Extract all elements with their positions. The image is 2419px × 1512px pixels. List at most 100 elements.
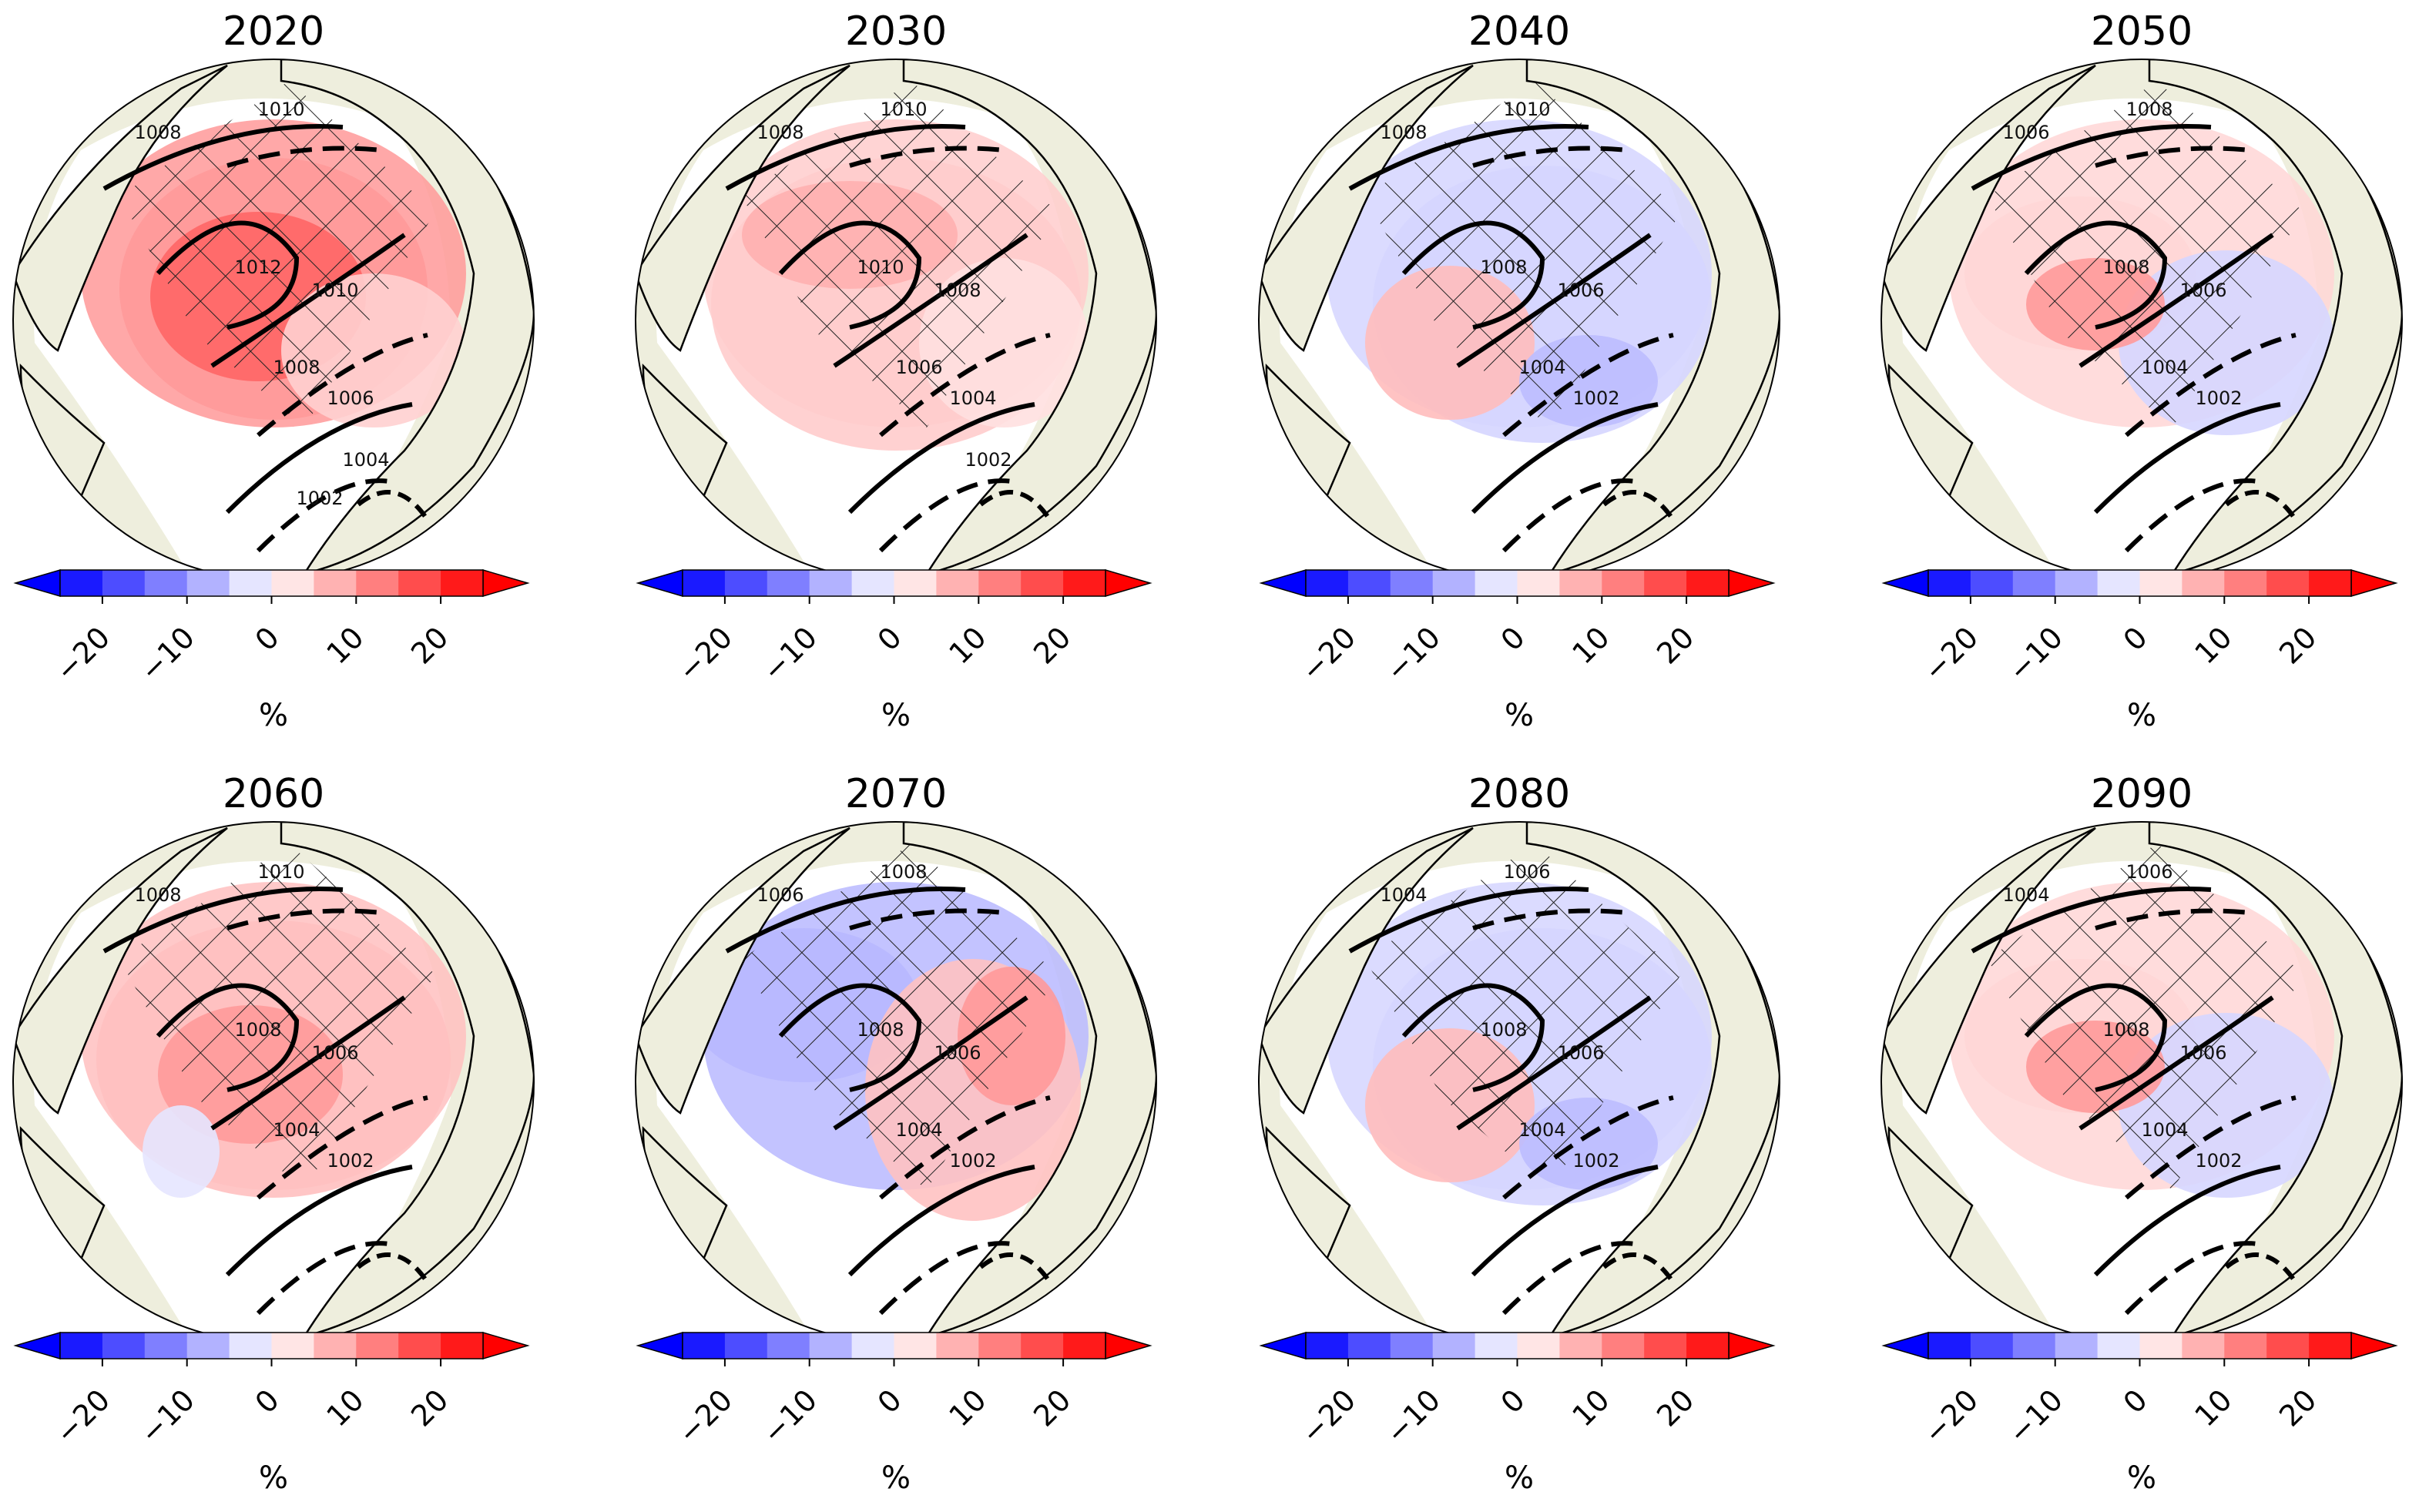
colorbar-segment <box>1347 570 1391 596</box>
panel-title: 2020 <box>223 8 324 55</box>
colorbar-segment <box>1021 570 1064 596</box>
colorbar-tick-label: −10 <box>2001 1383 2069 1450</box>
contour-label: 1008 <box>1480 256 1527 278</box>
colorbar-segment <box>1928 570 1971 596</box>
colorbar-tick-label: −20 <box>1294 620 1362 688</box>
contour-label: 1008 <box>2125 99 2172 120</box>
isobar-contours <box>1971 124 2298 553</box>
colorbar-tick-label: −10 <box>1379 620 1447 688</box>
colorbar-segment <box>1475 570 1518 596</box>
colorbar-segment <box>2012 570 2056 596</box>
significance-hatching <box>742 843 1058 1190</box>
colorbar-tick-label: −20 <box>49 620 116 688</box>
contour-label: 1004 <box>2002 884 2049 906</box>
colorbar-segment <box>1432 570 1476 596</box>
colorbar-tick-label: 10 <box>1565 620 1615 670</box>
colorbar-tick-label: −10 <box>756 1383 824 1450</box>
colorbar-segment <box>809 1333 853 1359</box>
colorbar-extend-min <box>1259 1331 1307 1360</box>
isobar-contours <box>1348 887 1676 1316</box>
colorbar-segment <box>2224 1333 2267 1359</box>
colorbar-unit-label: % <box>2127 1460 2156 1496</box>
colorbar-segment <box>398 570 441 596</box>
contour-label: 1002 <box>1572 1150 1619 1172</box>
colorbar-segment <box>1644 570 1687 596</box>
colorbar-tick-label: 20 <box>1027 1383 1077 1433</box>
colorbar-tick-label: −20 <box>49 1383 116 1450</box>
colorbar-tick-label: 20 <box>1650 620 1700 670</box>
contour-label: 1010 <box>257 861 304 883</box>
contour-label: 1006 <box>2125 861 2172 883</box>
contour-label: 1012 <box>234 256 281 278</box>
colorbar-tick-label: 10 <box>942 1383 992 1433</box>
isobar-contours <box>725 887 1052 1316</box>
colorbar-extend-min <box>636 1331 683 1360</box>
colorbar-tick-label: −10 <box>756 620 824 688</box>
colorbar-segment <box>724 1333 768 1359</box>
colorbar-segment <box>1021 1333 1064 1359</box>
colorbar-segment <box>356 570 399 596</box>
colorbar-segment <box>1928 1333 1971 1359</box>
contour-label: 1008 <box>757 122 804 143</box>
colorbar: −20 −10 0 10 20% <box>13 568 530 733</box>
contour-label: 1002 <box>2195 1150 2242 1172</box>
isobar-contours <box>1348 124 1676 553</box>
significance-hatching <box>119 81 435 427</box>
colorbar: −20 −10 0 10 20% <box>1259 1331 1776 1496</box>
colorbar-segment <box>2139 1333 2182 1359</box>
contour-label: 1006 <box>1557 280 1604 301</box>
colorbar-tick-label: 20 <box>404 1383 455 1433</box>
isobar-contours <box>1971 887 2298 1316</box>
colorbar-tick-label: 20 <box>1650 1383 1700 1433</box>
map-panel: 2090 1004 1006 1008 1006 1004 1002 −20 −10 0 10 20% <box>1881 771 2403 1496</box>
colorbar-tick-label: 10 <box>1565 1383 1615 1433</box>
contour-label: 1006 <box>2002 122 2049 143</box>
contour-label: 1002 <box>949 1150 996 1172</box>
contour-label: 1008 <box>934 280 981 301</box>
colorbar-unit-label: % <box>259 698 288 733</box>
colorbar-tick-label: −20 <box>671 1383 739 1450</box>
colorbar-segment <box>936 570 979 596</box>
colorbar-segment <box>1559 570 1602 596</box>
colorbar-tick-label: 0 <box>249 620 286 657</box>
colorbar: −20 −10 0 10 20% <box>13 1331 530 1496</box>
colorbar-extend-max <box>2350 568 2398 598</box>
contour-label: 1006 <box>895 357 942 378</box>
colorbar-tick-label: 0 <box>1495 1383 1532 1420</box>
colorbar-segment <box>2182 1333 2225 1359</box>
colorbar-segment <box>1306 1333 1349 1359</box>
colorbar-tick-label: 10 <box>320 1383 370 1433</box>
panel-title: 2070 <box>845 771 947 817</box>
colorbar-tick-label: −10 <box>2001 620 2069 688</box>
colorbar-segment <box>2097 1333 2140 1359</box>
isobar-contours <box>102 887 430 1316</box>
colorbar-segment <box>978 570 1022 596</box>
colorbar-segment <box>314 1333 357 1359</box>
colorbar-segment <box>767 1333 810 1359</box>
colorbar-extend-min <box>1881 1331 1929 1360</box>
colorbar-tick-label: −20 <box>1917 1383 1985 1450</box>
colorbar-segment <box>186 1333 230 1359</box>
contour-label: 1002 <box>1572 387 1619 409</box>
panel-title: 2050 <box>2091 8 2193 55</box>
contour-label: 1006 <box>757 884 804 906</box>
colorbar-extend-min <box>13 1331 61 1360</box>
colorbar-segment <box>2266 570 2310 596</box>
colorbar-tick-label: −10 <box>133 1383 201 1450</box>
contour-label: 1002 <box>296 488 343 509</box>
colorbar-segment <box>851 570 894 596</box>
contour-label: 1008 <box>2102 1019 2149 1041</box>
panel-title: 2060 <box>223 771 324 817</box>
colorbar-segment <box>1970 570 2014 596</box>
colorbar-extend-max <box>482 1331 530 1360</box>
contour-label: 1010 <box>880 99 927 120</box>
contour-label: 1002 <box>2195 387 2242 409</box>
colorbar-extend-min <box>1259 568 1307 598</box>
colorbar-segment <box>1475 1333 1518 1359</box>
colorbar-segment <box>1390 1333 1434 1359</box>
colorbar-segment <box>1602 1333 1645 1359</box>
significance-hatching <box>1988 81 2303 427</box>
colorbar-extend-max <box>1105 568 1152 598</box>
colorbar-segment <box>102 1333 146 1359</box>
colorbar-segment <box>1970 1333 2014 1359</box>
